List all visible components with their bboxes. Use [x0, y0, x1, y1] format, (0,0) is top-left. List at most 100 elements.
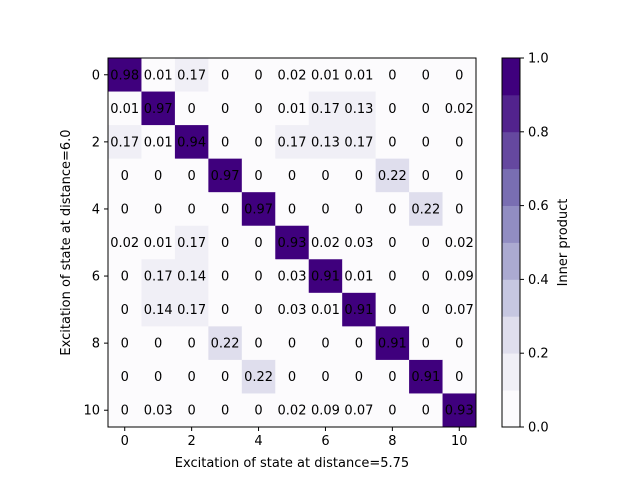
cell-value-label: 0 [254, 337, 262, 352]
y-tick-label: 8 [92, 337, 100, 352]
cell-value-label: 0.03 [344, 236, 373, 251]
heatmap-cell [375, 158, 410, 193]
cell-value-label: 0.13 [344, 102, 373, 117]
cell-value-label: 0 [321, 169, 329, 184]
heatmap-cell [241, 158, 276, 193]
heatmap-cell [409, 158, 443, 193]
heatmap-cell [409, 326, 443, 361]
heatmap-cell [174, 292, 209, 327]
cell-value-label: 0.17 [311, 102, 340, 117]
cell-value-label: 0 [422, 337, 430, 352]
cell-value-label: 0.02 [445, 102, 474, 117]
cell-value-label: 0.17 [177, 303, 206, 318]
heatmap-cell [275, 259, 310, 294]
cell-value-label: 0 [422, 68, 430, 83]
cell-value-label: 0 [321, 202, 329, 217]
heatmap-cell [241, 292, 276, 327]
cell-value-label: 0.17 [344, 135, 373, 150]
cell-value-label: 0 [221, 370, 229, 385]
heatmap-cell [409, 225, 443, 260]
heatmap-cell [308, 91, 343, 126]
x-tick-label: 8 [388, 434, 396, 449]
heatmap-cell [409, 91, 443, 126]
heatmap-cell [108, 393, 142, 428]
heatmap-cell [241, 91, 276, 126]
cell-value-label: 0.17 [177, 236, 206, 251]
heatmap-cell [275, 359, 310, 394]
colorbar-band [502, 205, 520, 243]
heatmap-cell [275, 393, 310, 428]
colorbar-bands [502, 58, 520, 428]
cell-value-label: 0 [154, 370, 162, 385]
heatmap-cell [108, 259, 142, 294]
cell-value-label: 0 [388, 68, 396, 83]
heatmap-cell [275, 58, 310, 92]
colorbar-tick-label: 1.0 [528, 52, 549, 67]
heatmap-cell [409, 292, 443, 327]
heatmap-cell [409, 259, 443, 294]
heatmap-cell [141, 326, 176, 361]
cell-value-label: 0.01 [278, 102, 307, 117]
cell-value-label: 0 [388, 404, 396, 419]
heatmap-cell [241, 393, 276, 428]
colorbar-ticks: 0.0 0.2 0.4 0.6 0.8 1.0 [520, 52, 549, 436]
colorbar-tick-label: 0.0 [528, 421, 549, 436]
heatmap-cell [241, 326, 276, 361]
cell-value-label: 0.91 [311, 270, 340, 285]
cell-value-label: 0.17 [278, 135, 307, 150]
cell-value-label: 0.02 [278, 68, 307, 83]
heatmap-cell [275, 125, 310, 160]
heatmap-cell [442, 158, 477, 193]
heatmap-cell [241, 125, 276, 160]
heatmap-cell [174, 125, 209, 160]
cell-value-label: 0 [221, 135, 229, 150]
cell-value-label: 0 [221, 270, 229, 285]
heatmap-cell [342, 58, 377, 92]
cell-value-label: 0 [121, 337, 129, 352]
heatmap-cell [308, 326, 343, 361]
heatmap-cell [275, 326, 310, 361]
cell-value-label: 0.02 [110, 236, 139, 251]
y-axis-label: Excitation of state at distance=6.0 [59, 129, 74, 355]
cell-value-label: 0 [254, 303, 262, 318]
cell-value-label: 0.01 [344, 68, 373, 83]
heatmap-cell [174, 158, 209, 193]
colorbar-band [502, 390, 520, 428]
cell-value-label: 0 [254, 404, 262, 419]
cell-value-label: 0.07 [445, 303, 474, 318]
heatmap-cell [108, 58, 142, 92]
colorbar-band [502, 94, 520, 133]
cell-value-label: 0 [221, 303, 229, 318]
cell-value-label: 0.07 [344, 404, 373, 419]
cell-value-label: 0 [455, 68, 463, 83]
heatmap-cell [308, 125, 343, 160]
heatmap-cell [342, 359, 377, 394]
heatmap-cell [108, 158, 142, 193]
cell-value-label: 0.01 [110, 102, 139, 117]
cell-value-label: 0 [355, 202, 363, 217]
colorbar-band [502, 316, 520, 354]
heatmap-cell [241, 192, 276, 227]
cell-value-label: 0 [254, 236, 262, 251]
heatmap-cell [108, 359, 142, 394]
cell-value-label: 0 [388, 370, 396, 385]
y-axis: 0 2 4 6 8 10 [83, 68, 108, 419]
cell-value-label: 0 [455, 370, 463, 385]
heatmap-cell [208, 393, 243, 428]
heatmap-cell [342, 91, 377, 126]
cell-value-label: 0.02 [311, 236, 340, 251]
cell-value-label: 0 [121, 270, 129, 285]
colorbar-band [502, 242, 520, 280]
heatmap-cell [208, 158, 243, 193]
cell-value-label: 0 [187, 370, 195, 385]
heatmap-cell [208, 326, 243, 361]
cell-value-label: 0 [154, 337, 162, 352]
cell-value-label: 0 [455, 337, 463, 352]
cell-value-label: 0 [321, 337, 329, 352]
heatmap-cell [342, 393, 377, 428]
cell-value-label: 0.22 [211, 337, 240, 352]
cell-value-label: 0 [254, 135, 262, 150]
cell-value-label: 0 [187, 337, 195, 352]
cell-value-label: 0 [154, 169, 162, 184]
